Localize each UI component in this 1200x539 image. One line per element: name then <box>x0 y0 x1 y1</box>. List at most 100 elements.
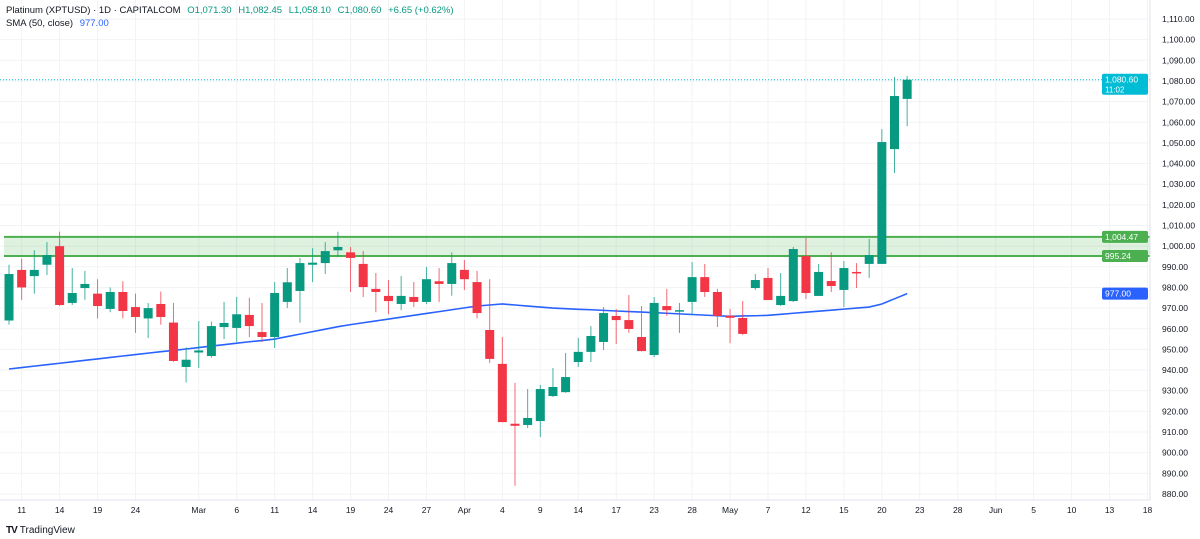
y-tick-label: 910.00 <box>1162 427 1188 437</box>
x-tick-label: 10 <box>1067 505 1077 515</box>
candle-up <box>674 310 684 312</box>
low-value: L1,058.10 <box>288 5 331 16</box>
candle-up <box>282 282 292 302</box>
candle-up <box>586 335 596 352</box>
candle-up <box>270 293 280 338</box>
x-tick-label: 27 <box>422 505 432 515</box>
price-chart[interactable]: 880.00 890.00 900.00 910.00 920.00 930.00 940.… <box>0 0 1200 520</box>
candle-down <box>637 337 646 352</box>
symbol-row: Platinum (XPTUSD) · 1D · CAPITALCOM O1,0… <box>6 4 454 17</box>
candle-down <box>611 315 621 321</box>
x-tick-label: 19 <box>93 505 103 515</box>
candle-up <box>333 246 343 251</box>
candle-up <box>105 291 115 309</box>
x-tick-label: 23 <box>915 505 925 515</box>
y-tick-label: 1,030.00 <box>1162 179 1195 189</box>
candle-up <box>573 351 583 362</box>
x-tick-label: 19 <box>346 505 356 515</box>
y-tick-label: 890.00 <box>1162 468 1188 478</box>
candle-up <box>814 271 824 296</box>
y-tick-label: 1,070.00 <box>1162 97 1195 107</box>
x-tick-label: 28 <box>953 505 963 515</box>
tradingview-logo-icon: TV <box>6 525 18 536</box>
y-tick-label: 1,000.00 <box>1162 241 1195 251</box>
x-tick-label: 23 <box>649 505 659 515</box>
candle-down <box>409 296 419 302</box>
candle-up <box>877 142 887 264</box>
y-tick-label: 970.00 <box>1162 303 1188 313</box>
candle-up <box>194 350 204 353</box>
x-tick-label: 18 <box>1143 505 1153 515</box>
sma-label[interactable]: SMA (50, close) <box>6 18 74 29</box>
candle-down <box>358 263 368 288</box>
candle-down <box>801 256 811 294</box>
candle-down <box>738 318 748 334</box>
candle-down <box>472 282 482 314</box>
sma-axis-label: 977.00 <box>1105 289 1131 299</box>
zone-upper-label-bg <box>1102 230 1148 243</box>
candle-down <box>131 307 140 317</box>
candle-up <box>143 308 153 319</box>
candle-up <box>295 263 305 291</box>
y-tick-label: 950.00 <box>1162 344 1188 354</box>
x-tick-label: 6 <box>234 505 239 515</box>
x-tick-label: 7 <box>766 505 771 515</box>
x-tick-label: 4 <box>500 505 505 515</box>
candle-down <box>168 322 178 361</box>
candle-down <box>17 269 27 288</box>
candle-down <box>257 332 267 338</box>
candle-up <box>232 314 242 328</box>
y-tick-label: 960.00 <box>1162 324 1188 334</box>
candle-down <box>624 320 634 329</box>
candle-up <box>29 269 39 277</box>
candle-up <box>750 280 760 289</box>
y-tick-label: 900.00 <box>1162 448 1188 458</box>
candle-up <box>649 302 659 355</box>
candle-up <box>396 295 406 304</box>
y-tick-label: 930.00 <box>1162 386 1188 396</box>
candle-up <box>219 322 229 328</box>
x-tick-label: 24 <box>384 505 394 515</box>
zone-upper-label: 1,004.47 <box>1105 232 1138 242</box>
last-price-label: 1,080.60 <box>1105 75 1138 85</box>
y-tick-label: 990.00 <box>1162 262 1188 272</box>
candle-down <box>510 423 520 426</box>
countdown-label: 11:02 <box>1105 86 1125 95</box>
y-tick-label: 920.00 <box>1162 406 1188 416</box>
x-tick-label: 14 <box>55 505 65 515</box>
candle-up <box>687 277 697 302</box>
x-tick-label: 14 <box>574 505 584 515</box>
candle-down <box>826 281 836 287</box>
candle-down <box>244 314 254 327</box>
candle-up <box>447 263 457 284</box>
chart-legend: Platinum (XPTUSD) · 1D · CAPITALCOM O1,0… <box>6 4 454 30</box>
brand-name: TradingView <box>19 525 75 536</box>
symbol-title[interactable]: Platinum (XPTUSD) · 1D · CAPITALCOM <box>6 5 181 16</box>
x-tick-label: 15 <box>839 505 849 515</box>
y-tick-label: 1,020.00 <box>1162 200 1195 210</box>
sma-line <box>8 292 908 370</box>
tradingview-logo[interactable]: TV TradingView <box>6 525 75 536</box>
x-tick-label: 14 <box>308 505 318 515</box>
x-tick-label: 17 <box>611 505 621 515</box>
x-tick-label: 5 <box>1031 505 1036 515</box>
x-tick-label: 13 <box>1105 505 1115 515</box>
candle-down <box>662 306 672 311</box>
y-tick-label: 1,010.00 <box>1162 221 1195 231</box>
y-tick-label: 940.00 <box>1162 365 1188 375</box>
candle-up <box>181 359 191 367</box>
x-tick-label: 28 <box>687 505 697 515</box>
candle-down <box>459 269 469 280</box>
candle-up <box>320 251 330 264</box>
open-value: O1,071.30 <box>187 5 232 16</box>
candle-up <box>788 249 798 302</box>
candle-down <box>93 293 103 307</box>
candle-up <box>890 96 899 150</box>
x-tick-label: Jun <box>989 505 1003 515</box>
high-value: H1,082.45 <box>238 5 283 16</box>
candle-down <box>852 271 862 274</box>
x-tick-label: Mar <box>191 505 206 515</box>
y-tick-label: 1,080.00 <box>1162 76 1195 86</box>
y-tick-label: 980.00 <box>1162 282 1188 292</box>
candle-down <box>371 288 381 292</box>
